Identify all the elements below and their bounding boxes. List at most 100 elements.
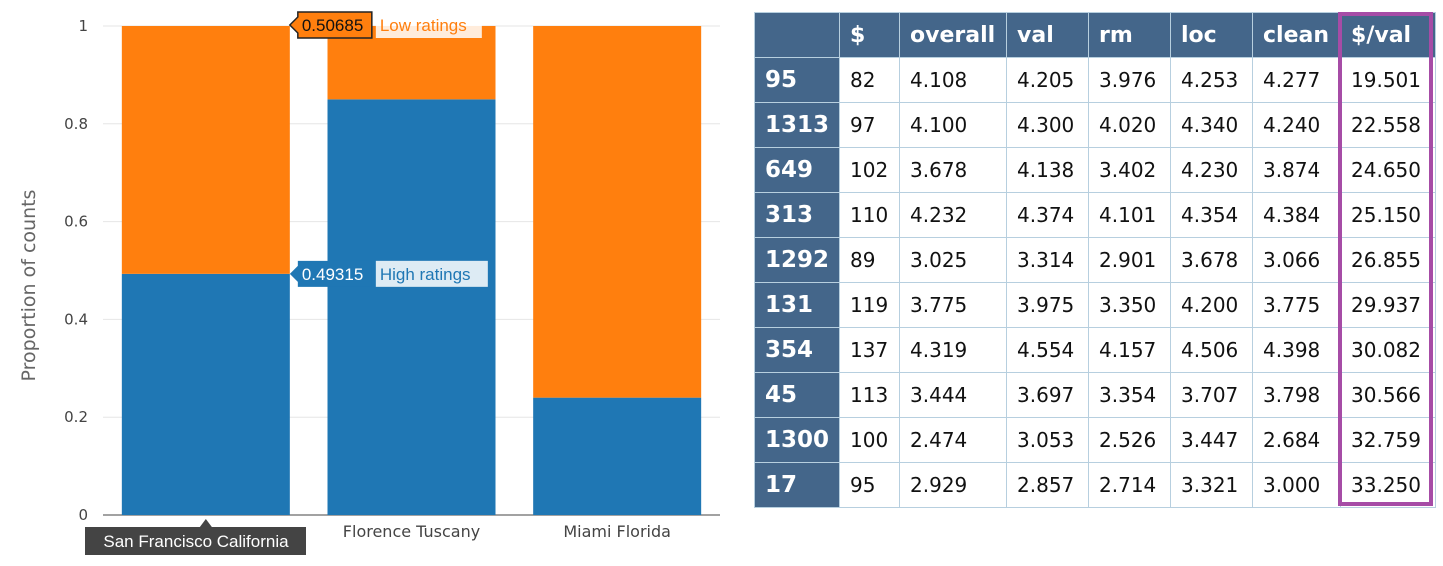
table-cell: 89	[839, 237, 901, 283]
table-cell: 137	[839, 327, 901, 373]
column-header: $/val	[1340, 12, 1437, 58]
table-cell: 4.354	[1170, 192, 1254, 238]
table-cell: 3.975	[1006, 282, 1090, 328]
table-cell: 2.526	[1088, 417, 1172, 463]
row-id: 1300	[753, 417, 841, 463]
table-cell: 102	[839, 147, 901, 193]
table-cell: 3.402	[1088, 147, 1172, 193]
table-row: 17 95 2.929 2.857 2.714 3.321 3.000 33.250	[753, 462, 1437, 508]
table-cell: 4.300	[1006, 102, 1090, 148]
table-row: 1292 89 3.025 3.314 2.901 3.678 3.066 26.855	[753, 237, 1437, 283]
table-cell: 3.350	[1088, 282, 1172, 328]
table-cell: 110	[839, 192, 901, 238]
table-body: 95 82 4.108 4.205 3.976 4.253 4.277 19.501 1313 9…	[753, 57, 1437, 508]
table-cell: 3.447	[1170, 417, 1254, 463]
table-header: $ overall val rm loc clean $/val	[753, 12, 1437, 58]
table-cell: 3.697	[1006, 372, 1090, 418]
hover-name-box	[375, 12, 482, 38]
table-cell: 26.855	[1340, 237, 1437, 283]
table-cell: 4.157	[1088, 327, 1172, 373]
table-cell: 2.684	[1252, 417, 1342, 463]
table-cell: 3.775	[1252, 282, 1342, 328]
chart-svg: 0 0.2 0.4 0.6 0.8 1 Proportion of counts Floren…	[18, 11, 720, 555]
x-tick-label: Florence Tuscany	[343, 522, 480, 541]
table-row: 1300 100 2.474 3.053 2.526 3.447 2.684 32.759	[753, 417, 1437, 463]
table-row: 313 110 4.232 4.374 4.101 4.354 4.384 25.150	[753, 192, 1437, 238]
row-id: 17	[753, 462, 841, 508]
hover-series-name: Low ratings	[380, 16, 467, 35]
x-tick-label: Miami Florida	[563, 522, 671, 541]
table-row: 95 82 4.108 4.205 3.976 4.253 4.277 19.501	[753, 57, 1437, 103]
data-table: $ overall val rm loc clean $/val 95 82 4.108 4.20…	[753, 12, 1437, 508]
table-cell: 3.354	[1088, 372, 1172, 418]
table-row: 354 137 4.319 4.554 4.157 4.506 4.398 30.082	[753, 327, 1437, 373]
column-header: overall	[899, 12, 1008, 58]
table-cell: 4.554	[1006, 327, 1090, 373]
table-cell: 4.384	[1252, 192, 1342, 238]
bar-low-ratings[interactable]	[121, 26, 290, 274]
category-hover-label: San Francisco California	[103, 532, 289, 551]
y-tick-label: 0	[78, 506, 88, 524]
bar-high-ratings[interactable]	[121, 273, 290, 515]
row-id: 313	[753, 192, 841, 238]
table-cell: 4.108	[899, 57, 1008, 103]
y-axis-title: Proportion of counts	[18, 190, 40, 382]
table-cell: 3.000	[1252, 462, 1342, 508]
table-cell: 4.319	[899, 327, 1008, 373]
table-cell: 30.566	[1340, 372, 1437, 418]
y-tick-label: 0.8	[64, 115, 88, 133]
table-cell: 4.200	[1170, 282, 1254, 328]
table-cell: 4.253	[1170, 57, 1254, 103]
y-tick-label: 0.6	[64, 213, 88, 231]
bar-high-ratings[interactable]	[533, 397, 702, 515]
hover-series-name: High ratings	[380, 265, 471, 284]
table-cell: 4.101	[1088, 192, 1172, 238]
table-cell: 3.321	[1170, 462, 1254, 508]
table-cell: 3.066	[1252, 237, 1342, 283]
bar-low-ratings[interactable]	[533, 26, 702, 398]
table-cell: 4.205	[1006, 57, 1090, 103]
table-cell: 4.232	[899, 192, 1008, 238]
row-id: 45	[753, 372, 841, 418]
table-cell: 2.474	[899, 417, 1008, 463]
table-cell: 22.558	[1340, 102, 1437, 148]
table-cell: 32.759	[1340, 417, 1437, 463]
hover-value: 0.50685	[302, 16, 363, 35]
bar-high-ratings[interactable]	[327, 99, 496, 515]
hover-value: 0.49315	[302, 265, 363, 284]
table-cell: 30.082	[1340, 327, 1437, 373]
corner-header	[753, 12, 841, 58]
table-cell: 3.775	[899, 282, 1008, 328]
table-cell: 95	[839, 462, 901, 508]
table-cell: 2.714	[1088, 462, 1172, 508]
table-cell: 97	[839, 102, 901, 148]
table-cell: 29.937	[1340, 282, 1437, 328]
table-cell: 3.798	[1252, 372, 1342, 418]
column-header: clean	[1252, 12, 1342, 58]
table-cell: 3.678	[1170, 237, 1254, 283]
table-header-row: $ overall val rm loc clean $/val	[753, 12, 1437, 58]
row-id: 354	[753, 327, 841, 373]
table-cell: 3.678	[899, 147, 1008, 193]
hover-name-box	[375, 260, 488, 287]
hover-value-box	[288, 11, 373, 39]
category-hover-box	[85, 527, 306, 555]
table-cell: 3.053	[1006, 417, 1090, 463]
table-row: 45 113 3.444 3.697 3.354 3.707 3.798 30.566	[753, 372, 1437, 418]
column-header: loc	[1170, 12, 1254, 58]
table-cell: 3.314	[1006, 237, 1090, 283]
table-cell: 3.707	[1170, 372, 1254, 418]
row-id: 131	[753, 282, 841, 328]
table-cell: 100	[839, 417, 901, 463]
table-cell: 4.506	[1170, 327, 1254, 373]
table-cell: 4.374	[1006, 192, 1090, 238]
table-cell: 119	[839, 282, 901, 328]
table-cell: 2.929	[899, 462, 1008, 508]
table-row: 131 119 3.775 3.975 3.350 4.200 3.775 29.937	[753, 282, 1437, 328]
row-id: 95	[753, 57, 841, 103]
row-id: 1313	[753, 102, 841, 148]
table-row: 1313 97 4.100 4.300 4.020 4.340 4.240 22.558	[753, 102, 1437, 148]
table-cell: 3.025	[899, 237, 1008, 283]
table-cell: 4.277	[1252, 57, 1342, 103]
row-id: 649	[753, 147, 841, 193]
